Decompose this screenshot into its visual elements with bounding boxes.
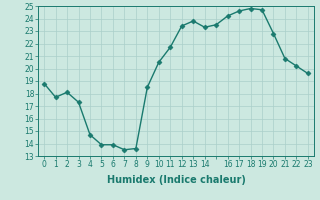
X-axis label: Humidex (Indice chaleur): Humidex (Indice chaleur) — [107, 175, 245, 185]
